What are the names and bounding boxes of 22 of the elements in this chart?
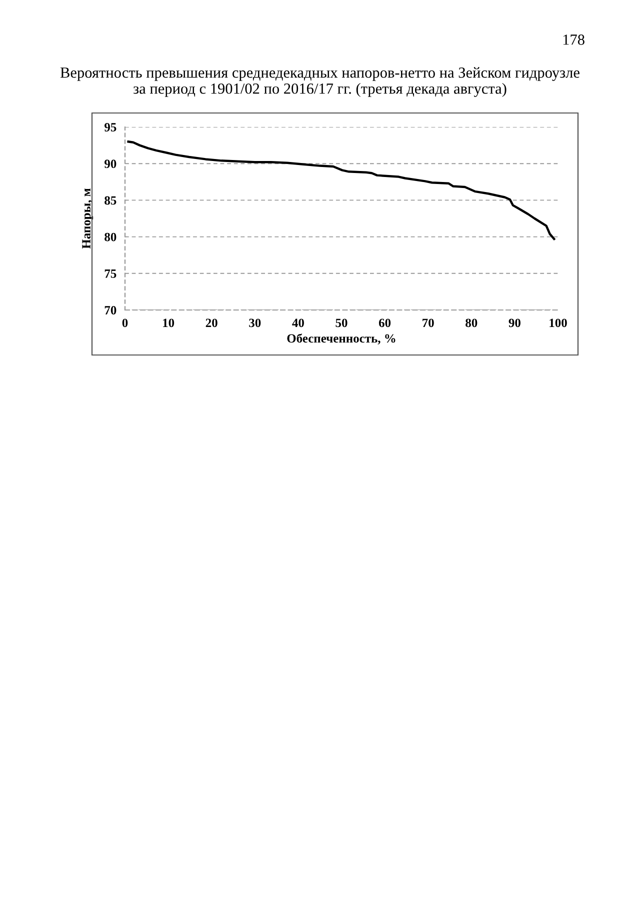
y-tick-label: 95	[104, 123, 116, 132]
y-tick-label: 75	[104, 270, 116, 278]
x-tick-label: 70	[422, 318, 434, 328]
chart-title: Вероятность превышения среднедекадных напоров-нетто на Зейском гидроузле за период с 1901/02 по 2016/17 гг. (третья декада августа)	[60, 67, 580, 97]
x-tick-label: 90	[508, 318, 520, 328]
y-tick-label: 80	[104, 232, 116, 242]
line-series	[127, 140, 556, 240]
x-axis-title: Обеспеченность, %	[287, 334, 396, 344]
x-tick-label: 10	[163, 318, 174, 328]
x-tick-label: 20	[206, 318, 218, 328]
y-axis-title: Напоры, м	[82, 188, 94, 249]
x-tick-label: 40	[292, 318, 304, 328]
text: 178	[563, 34, 584, 45]
x-tick-label: 60	[378, 318, 391, 328]
x-tick-label: 0	[122, 318, 128, 328]
x-tick-label: 30	[249, 318, 261, 328]
x-tick-label: 50	[336, 318, 348, 328]
y-tick-label: 70	[104, 306, 116, 314]
x-tick-label: 100	[550, 318, 567, 328]
y-tick-label: 90	[104, 160, 116, 168]
x-tick-label: 80	[466, 318, 478, 328]
y-tick-label: 85	[104, 196, 116, 205]
